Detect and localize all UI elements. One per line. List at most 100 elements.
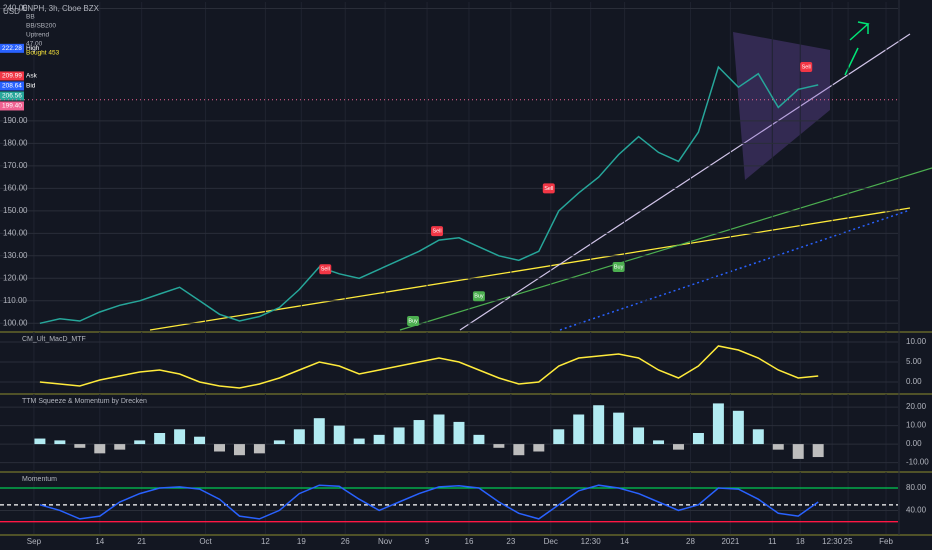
price-tag	[0, 91, 24, 101]
signal-marker	[319, 264, 332, 275]
y-tick-label: 150.00	[3, 206, 28, 215]
bar	[253, 444, 265, 454]
x-tick-label: Sep	[27, 537, 42, 546]
bar	[373, 434, 385, 445]
bar	[653, 440, 665, 445]
x-tick-label: 28	[686, 537, 695, 546]
signal-label: Buy	[474, 294, 484, 300]
series-line	[39, 484, 819, 520]
price-tag-name: High	[26, 45, 40, 52]
x-tick-label: Dec	[544, 537, 558, 546]
y-tick-label: 10.00	[906, 421, 927, 430]
panel-title: Momentum	[22, 476, 57, 483]
panel-title: CM_Ult_MacD_MTF	[22, 336, 86, 343]
bar	[553, 429, 565, 445]
bar	[353, 438, 365, 445]
bar	[732, 410, 744, 445]
bar	[393, 427, 405, 445]
x-tick-label: 26	[341, 537, 350, 546]
bar	[34, 438, 46, 445]
y-tick-label: 170.00	[3, 161, 28, 170]
legend-text: Uptrend	[26, 32, 50, 39]
signal-label: Sell	[802, 64, 811, 70]
bar	[194, 436, 206, 445]
series-line	[39, 65, 819, 325]
bar	[313, 418, 325, 445]
price-tag-name: Ask	[26, 73, 38, 80]
bar	[54, 440, 66, 445]
bar	[174, 429, 186, 445]
bar	[233, 444, 245, 456]
y-tick-label: 180.00	[3, 139, 28, 148]
y-tick-label: 130.00	[3, 251, 28, 260]
legend-text: Bought 453	[26, 50, 60, 57]
signal-label: Buy	[614, 265, 624, 271]
signal-label: Sell	[321, 267, 330, 273]
bar	[692, 433, 704, 445]
signal-marker	[472, 291, 485, 302]
bar	[413, 420, 425, 445]
bar	[273, 440, 285, 445]
series-line	[39, 345, 819, 389]
arrow	[844, 21, 870, 76]
bar	[573, 414, 585, 445]
price-tag-label: 199.40	[2, 103, 22, 110]
signal-label: Buy	[408, 318, 418, 324]
signal-marker	[542, 183, 555, 194]
x-tick-label: 9	[425, 537, 430, 546]
bar	[134, 440, 146, 445]
signal-marker	[431, 226, 444, 237]
x-tick-label: 11	[768, 537, 777, 546]
y-tick-label: 120.00	[3, 273, 28, 282]
bar	[94, 444, 106, 454]
x-tick-label: Nov	[378, 537, 392, 546]
x-tick-label: Feb	[879, 537, 893, 546]
x-tick-label: 19	[297, 537, 306, 546]
bar	[214, 444, 225, 452]
signal-marker	[407, 316, 420, 327]
x-tick-label: 12:30	[822, 537, 843, 546]
bar	[673, 444, 684, 450]
price-tag-name: Bid	[26, 83, 36, 90]
bar	[473, 434, 485, 445]
x-tick-label: 2021	[721, 537, 739, 546]
legend-text: BB	[26, 14, 35, 21]
price-tag	[0, 71, 24, 81]
bar	[533, 444, 545, 452]
legend-text: 47.00	[26, 41, 43, 48]
bar	[513, 444, 525, 456]
bar	[433, 414, 445, 445]
y-tick-label: 100.00	[3, 318, 28, 327]
y-tick-label: 20.00	[906, 402, 927, 411]
y-tick-label: 110.00	[3, 296, 27, 305]
y-tick-label: 40.00	[906, 506, 927, 515]
x-tick-label: 14	[95, 537, 104, 546]
panel-title: TTM Squeeze & Momentum by Drecken	[22, 398, 147, 405]
x-tick-label: 16	[465, 537, 474, 546]
x-tick-label: 21	[137, 537, 146, 546]
x-tick-label: 25	[844, 537, 853, 546]
y-tick-label: 80.00	[906, 483, 927, 492]
y-tick-label: 160.00	[3, 183, 28, 192]
signal-marker	[800, 61, 813, 72]
price-tag-label: 209.99	[2, 73, 22, 80]
y-tick-label: 240.00	[3, 4, 28, 13]
bar	[752, 429, 764, 445]
trend-line	[459, 33, 911, 331]
y-tick-label: 0.00	[906, 439, 922, 448]
bar	[154, 433, 166, 445]
bar	[633, 427, 645, 445]
bar	[114, 444, 126, 450]
bar	[712, 403, 724, 445]
bar	[613, 412, 625, 445]
y-tick-label: 190.00	[3, 116, 28, 125]
x-tick-label: 12:30	[581, 537, 602, 546]
bar	[772, 444, 784, 450]
bar	[453, 421, 465, 445]
legend-text: BB/SB200	[26, 23, 56, 30]
bar	[792, 444, 804, 459]
y-tick-label: 140.00	[3, 228, 28, 237]
panel-title: ENPH, 3h, Cboe BZX	[22, 4, 100, 13]
